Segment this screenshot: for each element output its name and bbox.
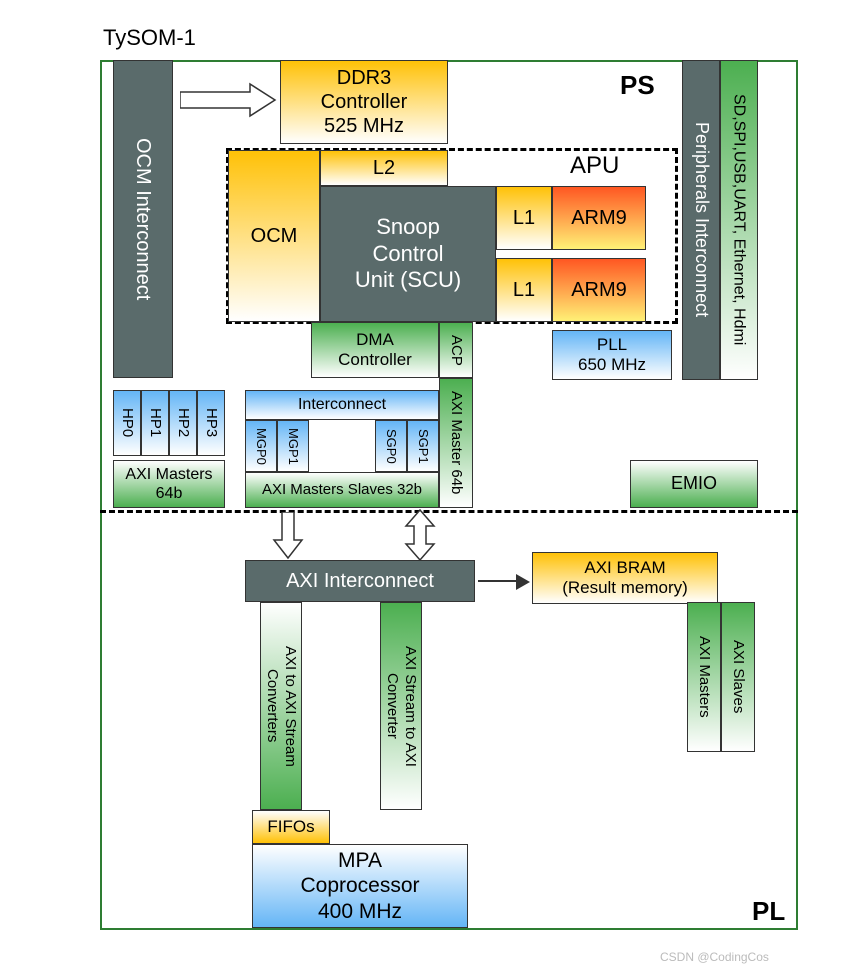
hp0-block: HP0 [113, 390, 141, 456]
l1-bottom: L1 [496, 258, 552, 322]
axi-masters-vertical: AXI Masters [687, 602, 721, 752]
ddr3-controller: DDR3 Controller 525 MHz [280, 60, 448, 144]
fifos-block: FIFOs [252, 810, 330, 844]
hp3-block: HP3 [197, 390, 225, 456]
acp-label: ACP [447, 335, 465, 366]
diagram-title: TySOM-1 [103, 25, 196, 51]
pl-label: PL [752, 896, 785, 927]
stream-to-axi-label: AXI Stream to AXI Converter [383, 646, 419, 767]
ocm-interconnect-label: OCM Interconnect [131, 138, 155, 300]
axi-masters-vertical-label: AXI Masters [695, 636, 713, 718]
hp1-label: HP1 [146, 408, 164, 437]
ocm-block: OCM [228, 150, 320, 322]
ps-label: PS [620, 70, 655, 101]
dma-controller: DMA Controller [311, 322, 439, 378]
sd-spi-usb-block: SD,SPI,USB,UART, Ethernet, Hdmi [720, 60, 758, 380]
peripherals-interconnect: Peripherals Interconnect [682, 60, 720, 380]
mgp1-block: MGP1 [277, 420, 309, 472]
apu-label: APU [570, 152, 619, 180]
mgp1-label: MGP1 [285, 428, 301, 465]
axi-to-stream-label: AXI to AXI Stream Converters [263, 646, 299, 767]
diagram-canvas: TySOM-1 PS PL Peripherals Interconnect S… [0, 0, 850, 970]
sgp1-label: SGP1 [415, 429, 431, 464]
axi-master-64b-label: AXI Master 64b [447, 391, 465, 494]
emio-block: EMIO [630, 460, 758, 508]
hp2-label: HP2 [174, 408, 192, 437]
scu-block: Snoop Control Unit (SCU) [320, 186, 496, 322]
mgp0-label: MGP0 [253, 428, 269, 465]
sd-spi-usb-label: SD,SPI,USB,UART, Ethernet, Hdmi [729, 94, 748, 345]
l2-block: L2 [320, 150, 448, 186]
axi-interconnect: AXI Interconnect [245, 560, 475, 602]
arrow-bidir [400, 508, 440, 562]
ocm-interconnect: OCM Interconnect [113, 60, 173, 378]
axi-to-stream: AXI to AXI Stream Converters [260, 602, 302, 810]
mpa-coprocessor: MPA Coprocessor 400 MHz [252, 844, 468, 928]
axi-master-64b: AXI Master 64b [439, 378, 473, 508]
l1-top: L1 [496, 186, 552, 250]
sgp1-block: SGP1 [407, 420, 439, 472]
stream-to-axi: AXI Stream to AXI Converter [380, 602, 422, 810]
axi-ms-32b: AXI Masters Slaves 32b [245, 472, 439, 508]
hp1-block: HP1 [141, 390, 169, 456]
arrow-ocm-to-ddr3 [180, 80, 280, 120]
peripherals-interconnect-label: Peripherals Interconnect [690, 122, 712, 317]
sgp0-block: SGP0 [375, 420, 407, 472]
arm9-bottom: ARM9 [552, 258, 646, 322]
axi-slaves-vertical: AXI Slaves [721, 602, 755, 752]
pll-block: PLL 650 MHz [552, 330, 672, 380]
mgp0-block: MGP0 [245, 420, 277, 472]
acp-block: ACP [439, 322, 473, 378]
ps-pl-divider [100, 510, 798, 513]
sgp0-label: SGP0 [383, 429, 399, 464]
hp2-block: HP2 [169, 390, 197, 456]
arm9-top: ARM9 [552, 186, 646, 250]
hp0-label: HP0 [118, 408, 136, 437]
axi-slaves-vertical-label: AXI Slaves [729, 640, 747, 713]
axi-bram: AXI BRAM (Result memory) [532, 552, 718, 604]
hp3-label: HP3 [202, 408, 220, 437]
axi-masters-64b: AXI Masters 64b [113, 460, 225, 508]
interconnect-block: Interconnect [245, 390, 439, 420]
watermark-text: CSDN @CodingCos [660, 950, 769, 964]
arrow-down [268, 512, 308, 560]
